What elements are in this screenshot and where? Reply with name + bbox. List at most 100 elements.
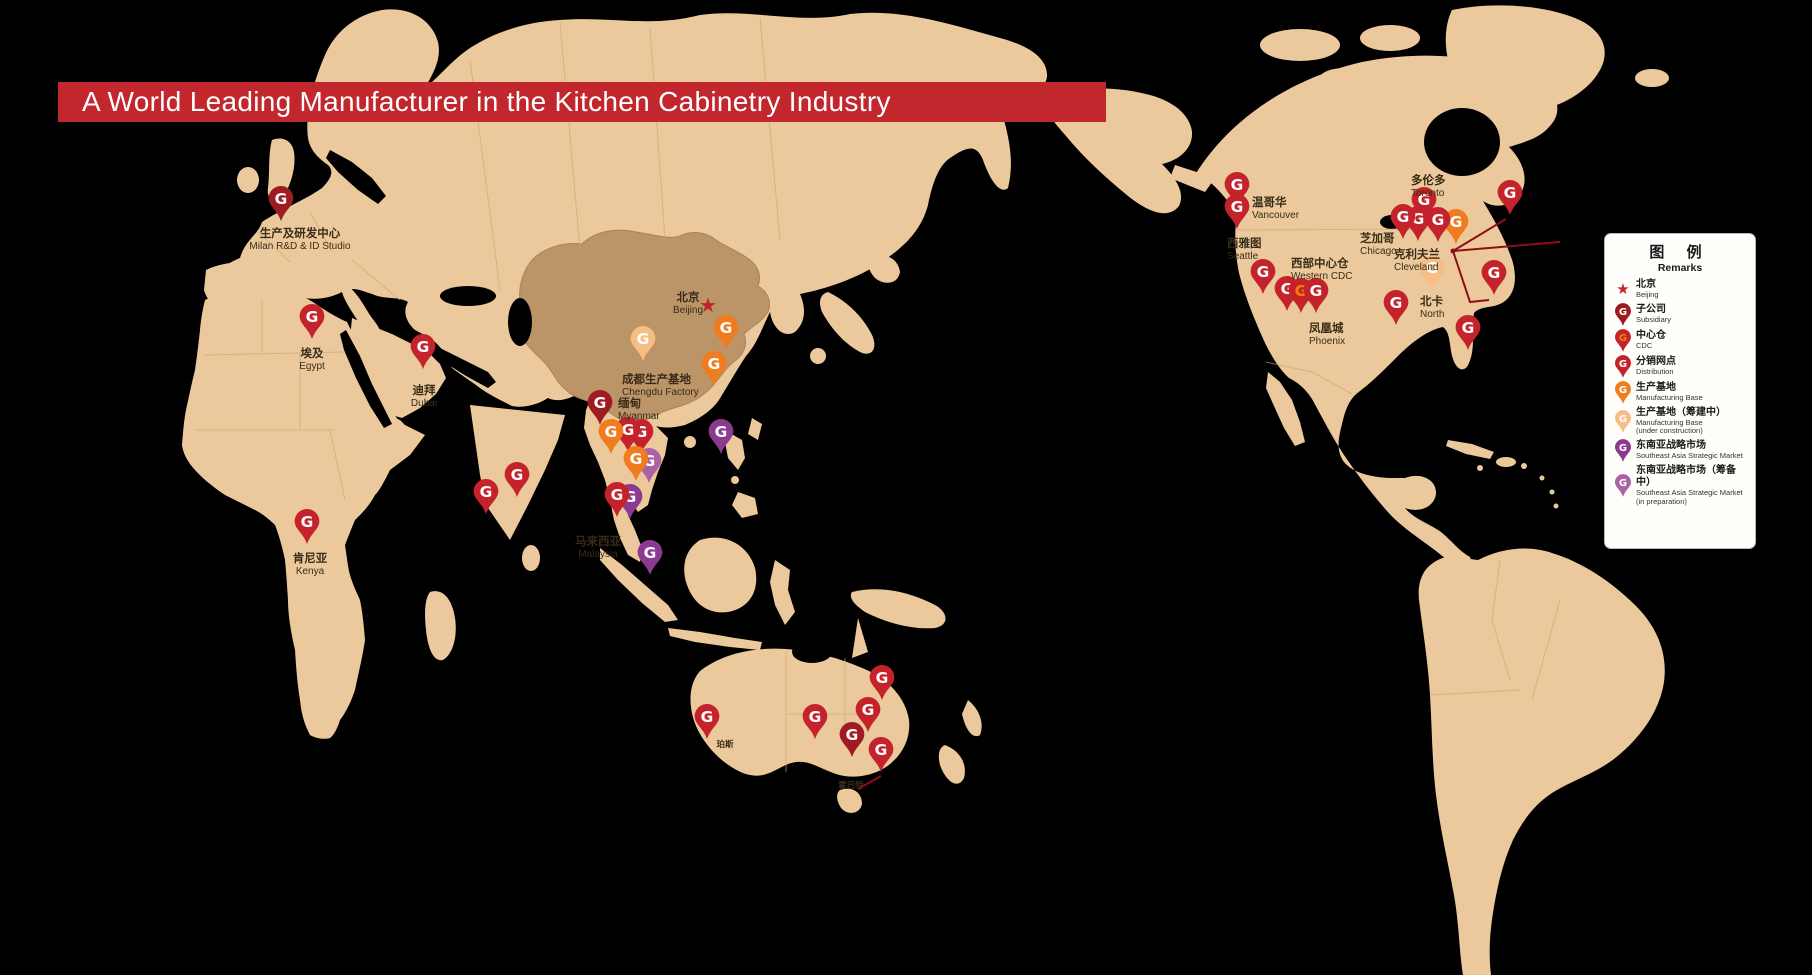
svg-text:G: G [1310, 282, 1323, 300]
pin-chicago[interactable]: G [1390, 204, 1416, 244]
map-label: 生产及研发中心 Milan R&D & ID Studio [249, 228, 351, 253]
pin-philippines[interactable]: G [708, 419, 734, 459]
pin-sacramento[interactable]: G [1250, 259, 1276, 299]
pin-north-carolina[interactable]: G [1419, 255, 1445, 295]
legend-item-distribution: G 分销网点 Distribution [1610, 354, 1750, 378]
svg-text:G: G [720, 319, 733, 337]
pin-melbourne[interactable]: G [839, 722, 865, 762]
landmass-iceland [1635, 69, 1669, 87]
pin-india-west[interactable]: G [473, 479, 499, 519]
landmass-honshu [820, 292, 875, 354]
legend-item-star: ★ 北京 Beijing [1610, 279, 1750, 300]
svg-text:G: G [644, 544, 657, 562]
svg-text:G: G [708, 355, 721, 373]
svg-text:G: G [1619, 306, 1627, 317]
pin-malaysia-d[interactable]: G [604, 482, 630, 522]
landmass-kyushu [810, 348, 826, 364]
landmass-cuba [1446, 440, 1494, 459]
pin-florida[interactable]: G [1455, 315, 1481, 355]
legend-item-subsidiary: G 子公司 Subsidiary [1610, 302, 1750, 326]
pin-atlantic-1[interactable]: G [1497, 180, 1523, 220]
pin-adelaide[interactable]: G [802, 704, 828, 744]
pin-hobart[interactable]: G [868, 737, 894, 777]
pin-toronto[interactable]: G [1411, 187, 1437, 227]
pin-fujian[interactable]: G [701, 351, 727, 391]
svg-text:G: G [1462, 319, 1475, 337]
svg-text:G: G [1257, 263, 1270, 281]
svg-text:G: G [275, 190, 288, 208]
svg-text:G: G [875, 741, 888, 759]
landmass-sri-lanka [522, 545, 540, 571]
map-label: 芝加哥 Chicago [1360, 233, 1397, 258]
distribution-pin-icon: G [1610, 354, 1636, 378]
svg-text:G: G [480, 483, 493, 501]
svg-text:G: G [605, 423, 618, 441]
map-label: 西部中心仓 Western CDC [1291, 258, 1353, 283]
legend-item-manufacturing: G 生产基地 Manufacturing Base [1610, 380, 1750, 404]
svg-text:G: G [622, 421, 635, 439]
banner: A World Leading Manufacturer in the Kitc… [58, 82, 1106, 122]
svg-text:G: G [1619, 384, 1627, 395]
pin-brisbane[interactable]: G [869, 665, 895, 705]
country-borders [195, 17, 1561, 772]
map-label: 埃及 Egypt [299, 348, 325, 373]
landmass-tasmania [837, 788, 862, 813]
pin-shanghai[interactable]: G [713, 315, 739, 355]
pin-seattle[interactable]: G [1224, 194, 1250, 234]
pin-kenya[interactable]: G [294, 509, 320, 549]
svg-text:G: G [306, 308, 319, 326]
landmass-sumatra [600, 548, 678, 622]
svg-text:G: G [1397, 208, 1410, 226]
svg-text:G: G [637, 330, 650, 348]
svg-text:G: G [862, 701, 875, 719]
pin-dubai[interactable]: G [410, 334, 436, 374]
market-pin-icon: G [1610, 439, 1636, 462]
landmass-greece [416, 302, 440, 331]
svg-text:G: G [1390, 294, 1403, 312]
svg-text:G: G [1231, 176, 1244, 194]
pin-india-south[interactable]: G [504, 462, 530, 502]
map-label: 肯尼亚 Kenya [292, 553, 328, 578]
pin-vancouver[interactable]: G [1224, 172, 1250, 212]
pin-vietnam-mfg[interactable]: G [623, 446, 649, 486]
pin-milan[interactable]: G [268, 186, 294, 226]
svg-text:G: G [1619, 358, 1627, 369]
pin-singapore-mkt[interactable]: G [637, 540, 663, 580]
svg-text:G: G [1619, 443, 1627, 454]
pin-chengdu[interactable]: G [630, 326, 656, 366]
svg-text:G: G [876, 669, 889, 687]
landmass-java [668, 628, 762, 650]
map-label: 温哥华 Vancouver [1252, 197, 1300, 222]
landmass-sulawesi [770, 560, 795, 625]
pin-atlantic-2[interactable]: G [1481, 260, 1507, 300]
map-label: 珀斯 [716, 739, 734, 749]
pin-egypt[interactable]: G [299, 304, 325, 344]
pin-texas[interactable]: G [1383, 290, 1409, 330]
landmass-hokkaido [868, 255, 900, 283]
svg-text:G: G [1504, 184, 1517, 202]
pin-perth[interactable]: G [694, 704, 720, 744]
landmass-borneo [684, 537, 757, 613]
svg-text:G: G [1619, 332, 1627, 343]
landmass-sakhalin [897, 198, 913, 242]
svg-text:G: G [1432, 211, 1445, 229]
subsidiary-pin-icon: G [1610, 302, 1636, 326]
svg-text:G: G [1418, 191, 1431, 209]
svg-text:G: G [1488, 264, 1501, 282]
svg-text:G: G [1295, 282, 1308, 300]
pin-sydney[interactable]: G [855, 697, 881, 737]
landmass-italy [342, 286, 381, 338]
map-label: 多伦多 Toronto [1411, 175, 1446, 200]
svg-text:G: G [611, 486, 624, 504]
legend-subtitle: Remarks [1657, 262, 1703, 274]
pin-cleveland-2[interactable]: G [1425, 207, 1451, 247]
pin-myanmar[interactable]: G [587, 390, 613, 430]
map-label: 成都生产基地 Chengdu Factory [622, 374, 699, 399]
market_prep-pin-icon: G [1610, 474, 1636, 497]
landmass-nz-north [962, 700, 982, 737]
svg-text:G: G [701, 708, 714, 726]
pin-thailand-mfg[interactable]: G [598, 419, 624, 459]
map-label: 凤凰城 Phoenix [1309, 323, 1346, 348]
pin-wcdc-2[interactable]: G [1303, 278, 1329, 318]
